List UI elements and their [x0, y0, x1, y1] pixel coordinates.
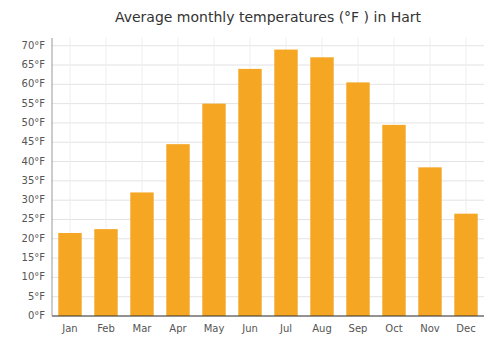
y-grid-line	[52, 142, 484, 143]
x-tick-label: Jan	[61, 323, 77, 334]
bar	[418, 167, 441, 316]
y-tick-label: 10°F	[22, 271, 46, 282]
x-tick-label: Oct	[385, 323, 402, 334]
y-tick-label: 70°F	[22, 40, 46, 51]
y-grid-line	[52, 316, 484, 317]
y-tick-label: 40°F	[22, 156, 46, 167]
chart: 0°F 5°F 10°F 15°F 20°F 25°F 30°F 35°F 40°F 45°F 50…	[0, 0, 500, 350]
x-tick-label: Feb	[97, 323, 115, 334]
bar	[346, 82, 369, 316]
x-tick-label: Jun	[241, 323, 258, 334]
y-tick-label: 60°F	[22, 78, 46, 89]
bar	[202, 104, 225, 316]
bar	[94, 229, 117, 316]
y-tick-label: 45°F	[22, 136, 46, 147]
y-tick-label: 50°F	[22, 117, 46, 128]
bar	[238, 69, 261, 316]
y-grid-line	[52, 103, 484, 104]
y-tick-label: 30°F	[22, 194, 46, 205]
bars	[58, 50, 477, 316]
y-grid-line	[52, 84, 484, 85]
y-grid-line	[52, 65, 484, 66]
grid	[52, 38, 484, 316]
axis-labels: 0°F 5°F 10°F 15°F 20°F 25°F 30°F 35°F 40°F 45°F 50…	[22, 40, 476, 334]
x-tick-label: Nov	[420, 323, 440, 334]
bar	[166, 144, 189, 316]
y-tick-label: 5°F	[28, 291, 45, 302]
y-tick-label: 55°F	[22, 98, 46, 109]
bar	[382, 125, 405, 316]
bar	[58, 233, 81, 316]
y-tick-label: 35°F	[22, 175, 46, 186]
x-tick-label: May	[204, 323, 225, 334]
bar	[310, 57, 333, 316]
x-tick-label: Jul	[279, 323, 292, 334]
y-tick-label: 65°F	[22, 59, 46, 70]
bar	[274, 50, 297, 316]
x-tick-label: Sep	[349, 323, 368, 334]
y-grid-line	[52, 161, 484, 162]
y-grid-line	[52, 45, 484, 46]
bar	[454, 214, 477, 316]
chart-title: Average monthly temperatures (°F ) in Ha…	[115, 9, 422, 25]
bar	[130, 192, 153, 316]
y-axis-line	[52, 38, 53, 316]
x-tick-label: Mar	[133, 323, 153, 334]
y-tick-label: 20°F	[22, 233, 46, 244]
y-tick-label: 25°F	[22, 213, 46, 224]
y-tick-label: 0°F	[28, 310, 45, 321]
y-tick-label: 15°F	[22, 252, 46, 263]
x-tick-label: Dec	[456, 323, 475, 334]
x-axis-line	[52, 316, 484, 317]
y-grid-line	[52, 122, 484, 123]
chart-container: 0°F 5°F 10°F 15°F 20°F 25°F 30°F 35°F 40°F 45°F 50…	[0, 0, 500, 350]
x-tick-label: Apr	[169, 323, 187, 334]
x-tick-label: Aug	[312, 323, 332, 334]
